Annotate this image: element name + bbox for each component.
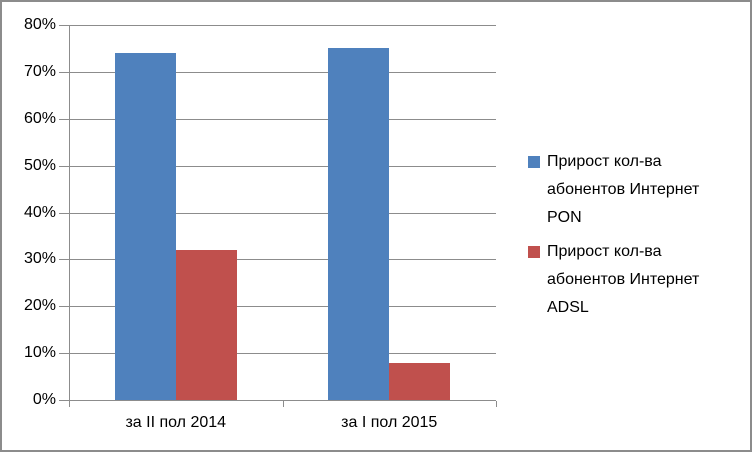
legend-item-pon: Прирост кол-ва абонентов Интернет PON bbox=[528, 148, 718, 232]
legend-label-adsl: Прирост кол-ва абонентов Интернет ADSL bbox=[547, 243, 700, 316]
gridline bbox=[59, 165, 496, 167]
x-axis-tick bbox=[282, 401, 284, 407]
y-tick-label: 80% bbox=[23, 16, 56, 33]
legend-item-adsl: Прирост кол-ва абонентов Интернет ADSL bbox=[528, 238, 718, 322]
x-axis-tick bbox=[496, 401, 497, 407]
legend-label-pon: Прирост кол-ва абонентов Интернет PON bbox=[547, 153, 700, 226]
category-label: за I пол 2015 bbox=[341, 414, 438, 431]
bar-adsl-1 bbox=[175, 250, 237, 400]
gridline bbox=[59, 25, 496, 26]
y-axis-line bbox=[69, 25, 70, 400]
x-axis-tick bbox=[69, 401, 70, 407]
legend-marker-pon bbox=[528, 156, 540, 168]
bar-adsl-2 bbox=[389, 362, 451, 400]
y-tick-label: 60% bbox=[23, 109, 56, 127]
y-tick-label: 40% bbox=[23, 203, 56, 221]
gridline bbox=[59, 353, 496, 355]
legend: Прирост кол-ва абонентов Интернет PON Пр… bbox=[528, 148, 718, 328]
y-tick-label: 0% bbox=[32, 391, 56, 408]
gridline bbox=[59, 306, 496, 308]
bar-pon-1 bbox=[114, 53, 176, 400]
y-tick-label: 20% bbox=[23, 297, 56, 315]
legend-marker-adsl bbox=[528, 246, 540, 258]
y-tick-label: 70% bbox=[23, 62, 56, 80]
y-tick-label: 10% bbox=[23, 344, 56, 362]
category-label: за II пол 2014 bbox=[125, 414, 227, 431]
x-axis-line bbox=[59, 400, 496, 401]
y-tick-label: 50% bbox=[23, 156, 56, 174]
gridline bbox=[59, 118, 496, 120]
gridline bbox=[59, 71, 496, 73]
gridline bbox=[59, 259, 496, 261]
y-tick-label: 30% bbox=[23, 250, 56, 268]
bar-pon-2 bbox=[328, 48, 390, 400]
gridline bbox=[59, 212, 496, 214]
